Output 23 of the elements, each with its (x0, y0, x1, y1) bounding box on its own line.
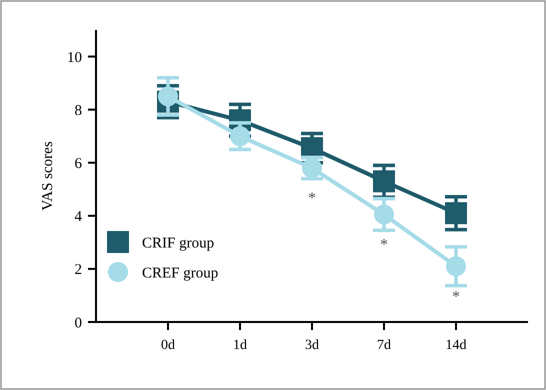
y-tick-label: 4 (74, 209, 82, 226)
annotation: * (380, 236, 388, 254)
x-tick-label: 3d (305, 338, 319, 353)
y-tick-label: 8 (74, 102, 82, 119)
x-tick-label: 1d (233, 338, 247, 353)
point (158, 86, 178, 106)
y-tick-label: 10 (67, 50, 82, 66)
y-axis-title: VAS scores (40, 141, 56, 211)
legend-label: CREF group (142, 265, 218, 282)
y-tick-label: 6 (74, 156, 82, 172)
x-tick-label: 14d (446, 338, 466, 353)
point (374, 204, 394, 224)
point (373, 170, 395, 192)
annotation: * (308, 190, 316, 208)
y-tick-label: 0 (74, 315, 82, 332)
point (445, 202, 467, 224)
annotation: * (452, 288, 460, 306)
y-tick-label: 2 (74, 262, 82, 278)
legend-label: CRIF group (142, 235, 214, 252)
x-tick-label: 0d (161, 338, 175, 353)
x-tick-label: 7d (377, 338, 391, 353)
point (230, 126, 250, 146)
point (446, 256, 466, 276)
